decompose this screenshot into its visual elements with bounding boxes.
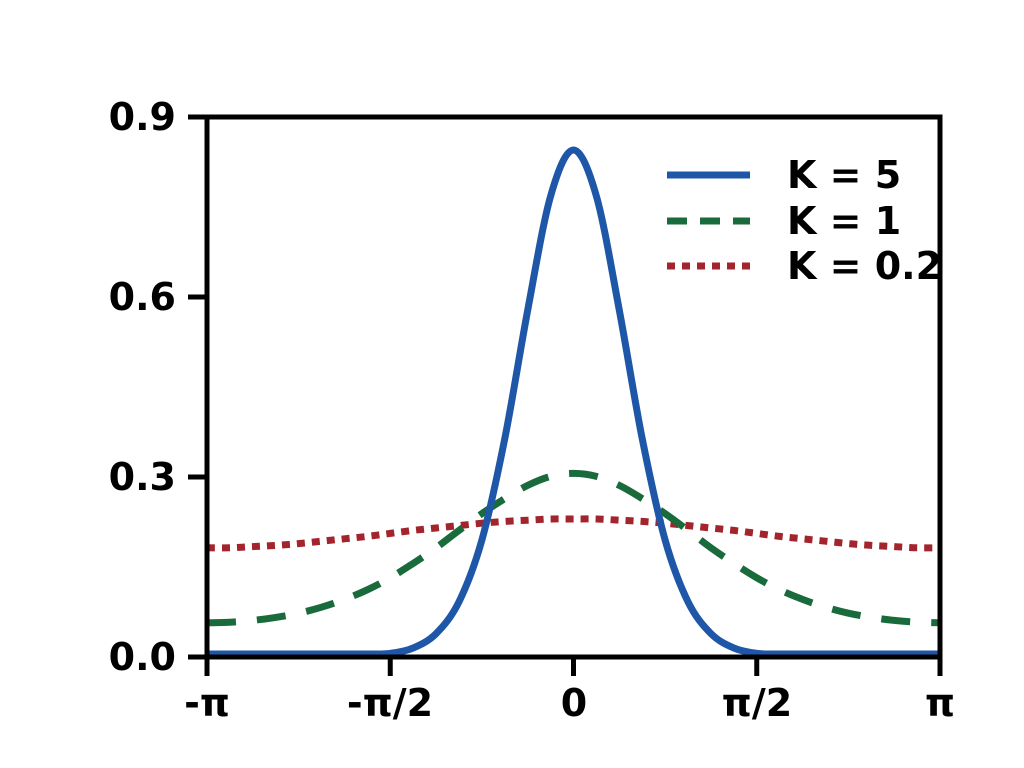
series-curve-0 bbox=[207, 146, 940, 658]
series-curve-1 bbox=[206, 469, 941, 627]
series-curve-2 bbox=[206, 515, 941, 552]
plot-frame bbox=[204, 114, 943, 660]
